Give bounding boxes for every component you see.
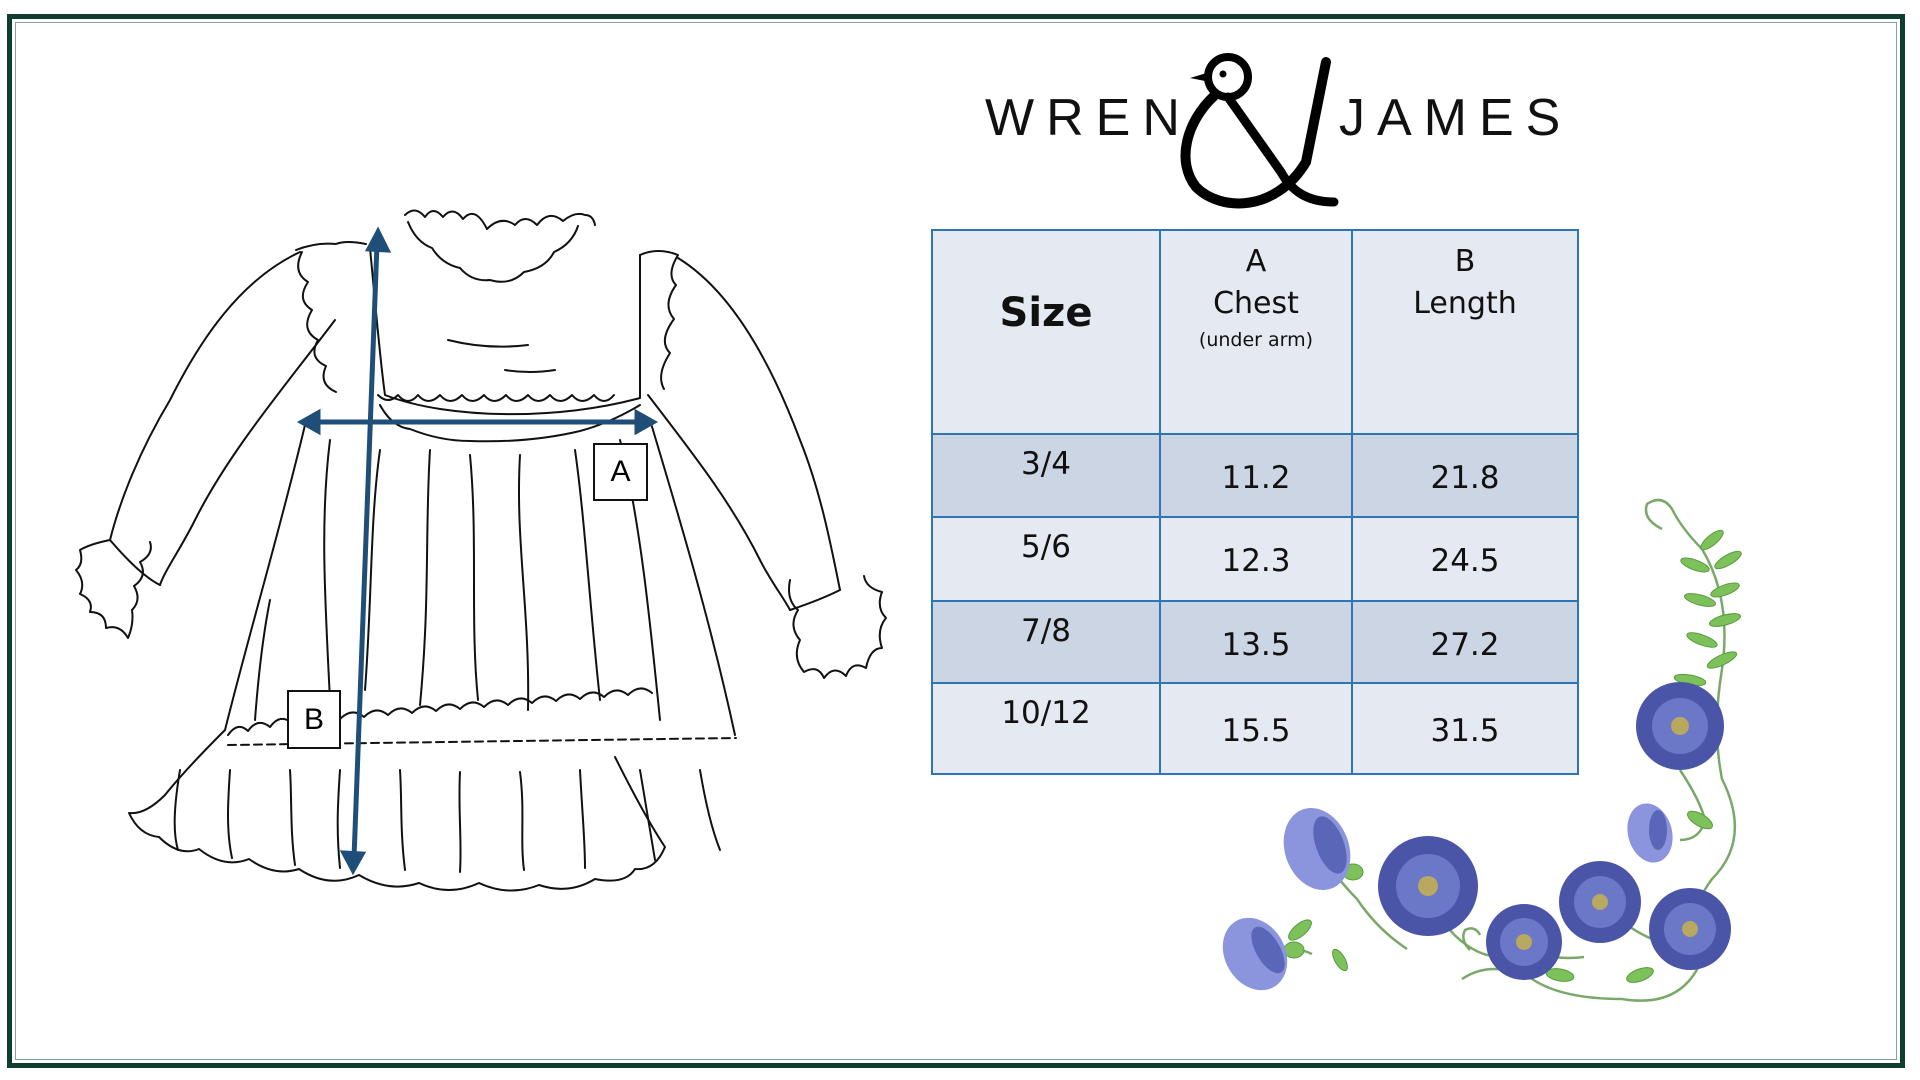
chest-value: 15.5: [1221, 713, 1291, 749]
label-a-box: A: [593, 443, 648, 501]
page-frame: [7, 14, 1905, 1068]
table-row-2-chest: 12.3: [1159, 516, 1353, 602]
header-b-letter: B: [1454, 244, 1476, 279]
chest-value: 13.5: [1221, 627, 1291, 663]
header-length: B Length: [1351, 229, 1579, 435]
size-value: 10/12: [1001, 695, 1091, 731]
header-chest: A Chest (under arm): [1159, 229, 1353, 435]
chest-value: 11.2: [1221, 460, 1291, 496]
length-value: 21.8: [1430, 460, 1500, 496]
table-row-4-length: 31.5: [1351, 682, 1579, 775]
table-row-1-length: 21.8: [1351, 433, 1579, 518]
size-value: 5/6: [1021, 529, 1071, 565]
brand-word-right: JAMES: [1339, 89, 1573, 147]
size-value: 3/4: [1021, 446, 1071, 482]
header-a-letter: A: [1245, 244, 1267, 279]
frame-inner-line: [15, 22, 1897, 1060]
header-size: Size: [931, 229, 1161, 435]
table-row-3-size: 7/8: [931, 600, 1161, 684]
table-row-1-chest: 11.2: [1159, 433, 1353, 518]
length-value: 27.2: [1430, 627, 1500, 663]
table-row-1-size: 3/4: [931, 433, 1161, 518]
header-chest-label: Chest: [1213, 286, 1299, 321]
size-chart-table: Size A Chest (under arm) B Length 3/4 11…: [931, 229, 1579, 775]
brand-word-left: WREN: [985, 89, 1192, 147]
table-row-2-size: 5/6: [931, 516, 1161, 602]
table-row-4-size: 10/12: [931, 682, 1161, 775]
table-row-3-chest: 13.5: [1159, 600, 1353, 684]
length-value: 24.5: [1430, 543, 1500, 579]
wren-ampersand-logo: [1180, 53, 1339, 209]
table-row-4-chest: 15.5: [1159, 682, 1353, 775]
header-length-label: Length: [1413, 286, 1517, 321]
length-value: 31.5: [1430, 713, 1500, 749]
header-size-label: Size: [999, 290, 1093, 336]
table-row-3-length: 27.2: [1351, 600, 1579, 684]
size-value: 7/8: [1021, 613, 1071, 649]
header-chest-note: (under arm): [1198, 329, 1314, 351]
label-b-box: B: [287, 690, 341, 749]
chest-value: 12.3: [1221, 543, 1291, 579]
table-row-2-length: 24.5: [1351, 516, 1579, 602]
